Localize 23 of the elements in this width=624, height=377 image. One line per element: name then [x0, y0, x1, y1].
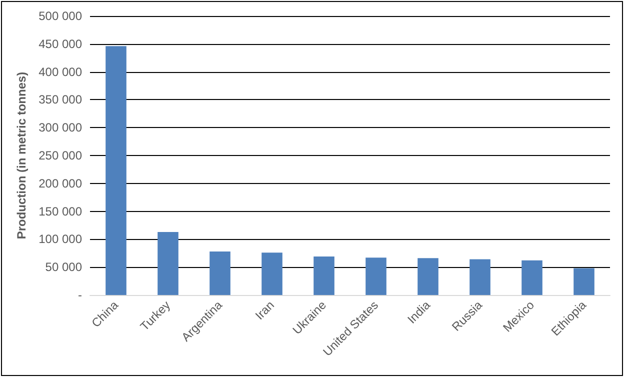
- y-tick-label: 450 000: [38, 36, 82, 51]
- y-tick-label: 500 000: [38, 9, 82, 23]
- x-tick-label: Iran: [252, 298, 277, 323]
- y-tick-label: 200 000: [38, 176, 82, 190]
- y-tick-label: 50 000: [45, 260, 82, 274]
- bar: [210, 251, 230, 295]
- bar: [522, 260, 542, 295]
- y-tick-label: 250 000: [38, 148, 82, 162]
- bar: [262, 252, 282, 295]
- bar: [418, 258, 438, 295]
- bar: [366, 258, 386, 295]
- bar: [574, 268, 594, 295]
- y-tick-label: -: [78, 288, 82, 302]
- y-tick-label: 400 000: [38, 64, 82, 79]
- y-tick-label: 150 000: [38, 204, 82, 218]
- y-tick-label: 350 000: [38, 92, 82, 107]
- y-axis-title: Production (in metric tonnes): [14, 72, 29, 240]
- y-tick-label: 300 000: [38, 120, 82, 135]
- bar: [158, 232, 178, 295]
- bar: [470, 259, 490, 295]
- bar: [106, 46, 126, 295]
- bar: [314, 256, 334, 295]
- y-tick-label: 100 000: [38, 232, 82, 246]
